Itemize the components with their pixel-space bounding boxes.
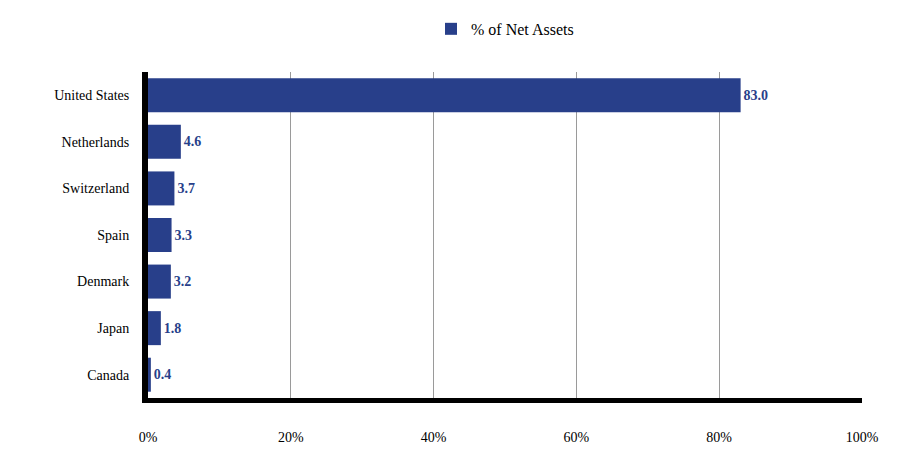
svg-text:Canada: Canada xyxy=(87,368,130,383)
svg-text:40%: 40% xyxy=(421,430,447,445)
svg-text:Netherlands: Netherlands xyxy=(62,135,130,150)
svg-text:80%: 80% xyxy=(706,430,732,445)
svg-text:Denmark: Denmark xyxy=(77,274,129,289)
svg-text:83.0: 83.0 xyxy=(744,88,769,103)
svg-text:0%: 0% xyxy=(139,430,158,445)
svg-text:1.8: 1.8 xyxy=(164,321,182,336)
svg-text:Spain: Spain xyxy=(97,228,129,243)
svg-text:United States: United States xyxy=(54,88,129,103)
svg-text:100%: 100% xyxy=(846,430,879,445)
svg-text:Japan: Japan xyxy=(97,321,129,336)
svg-text:3.7: 3.7 xyxy=(177,181,195,196)
svg-text:% of Net Assets: % of Net Assets xyxy=(471,21,574,38)
svg-text:0.4: 0.4 xyxy=(154,367,172,382)
svg-text:3.3: 3.3 xyxy=(175,228,193,243)
svg-text:Switzerland: Switzerland xyxy=(62,181,129,196)
svg-text:3.2: 3.2 xyxy=(174,274,192,289)
svg-text:20%: 20% xyxy=(278,430,304,445)
svg-text:4.6: 4.6 xyxy=(184,134,202,149)
svg-text:60%: 60% xyxy=(564,430,590,445)
